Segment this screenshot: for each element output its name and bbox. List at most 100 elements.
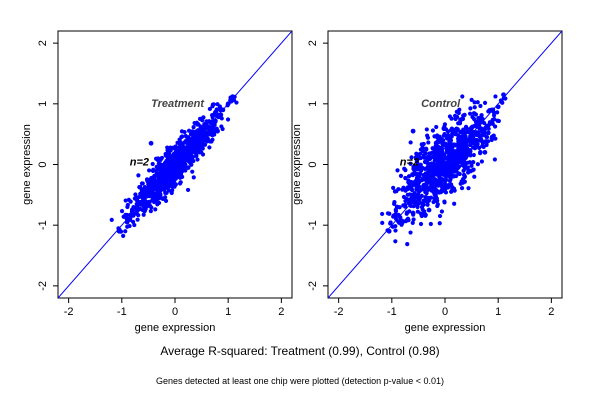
data-point [443, 178, 448, 183]
y-tick-label: -1 [37, 220, 49, 230]
data-point [200, 152, 206, 157]
data-point [420, 165, 425, 170]
data-point [430, 128, 436, 133]
y-tick-label: 0 [307, 161, 319, 167]
summary-caption: Average R-squared: Treatment (0.99), Con… [160, 344, 440, 358]
n-label: n=2 [130, 157, 149, 169]
data-point [225, 117, 231, 122]
data-point [204, 124, 210, 130]
data-point [493, 124, 498, 129]
data-point [471, 160, 476, 165]
data-point [436, 183, 441, 188]
data-point [424, 127, 429, 132]
data-point [472, 174, 477, 179]
data-point [482, 149, 488, 155]
data-point [428, 221, 433, 227]
data-point [451, 156, 456, 161]
data-point [439, 146, 445, 151]
data-point [422, 155, 427, 160]
data-point [168, 145, 173, 150]
y-tick-label: 2 [37, 40, 49, 46]
x-axis-label: gene expression [135, 322, 216, 334]
data-point [169, 180, 174, 185]
data-point [426, 140, 431, 145]
data-point [447, 134, 452, 139]
data-point [153, 207, 158, 212]
data-point [463, 149, 469, 155]
data-point [479, 159, 484, 164]
data-point [393, 208, 399, 214]
data-point [177, 181, 183, 186]
data-point [460, 116, 465, 121]
x-tick-label: -2 [64, 306, 74, 318]
y-tick-label: -2 [37, 281, 49, 291]
data-point [407, 192, 412, 197]
control-panel: -2 -1 0 1 2 -2 -1 0 1 2 gene expression gene expres… [291, 30, 563, 334]
x-tick-label: 1 [495, 306, 501, 318]
data-point [416, 154, 421, 159]
data-point [388, 221, 393, 226]
data-point [180, 169, 185, 174]
data-point [210, 102, 215, 107]
data-point [406, 180, 411, 185]
data-point [202, 142, 208, 147]
data-point [175, 140, 180, 145]
data-point [176, 150, 181, 155]
data-point [158, 175, 163, 180]
data-point [495, 118, 500, 123]
data-point [395, 168, 400, 173]
data-point [141, 204, 146, 209]
data-point [403, 168, 408, 173]
data-point [405, 186, 411, 192]
data-point [410, 210, 416, 216]
data-point [190, 169, 195, 174]
data-point [431, 165, 436, 170]
data-point [444, 145, 449, 151]
data-point [140, 181, 145, 186]
data-point [425, 135, 431, 140]
data-point [166, 188, 172, 193]
data-point [140, 191, 145, 196]
data-point [461, 157, 466, 162]
data-point [135, 217, 140, 222]
data-point [393, 228, 398, 233]
data-point [188, 132, 194, 137]
data-point [456, 138, 461, 144]
data-point [447, 143, 453, 149]
data-point [493, 136, 498, 141]
data-point [410, 173, 415, 178]
data-point [489, 134, 495, 139]
data-point [451, 173, 456, 178]
data-point [185, 152, 190, 157]
data-point [234, 100, 239, 105]
data-point [482, 100, 488, 105]
data-point [469, 125, 474, 131]
data-point [165, 148, 170, 153]
data-point [194, 145, 200, 150]
data-point [392, 200, 397, 205]
data-point [453, 159, 459, 164]
data-point [205, 139, 210, 144]
data-point [414, 201, 419, 206]
data-point [424, 191, 429, 196]
data-point [439, 209, 445, 214]
data-point [418, 211, 423, 216]
data-point [431, 168, 436, 174]
data-point [180, 160, 186, 166]
data-point [456, 121, 461, 126]
data-point [486, 130, 491, 135]
data-point [490, 117, 495, 122]
data-point [423, 194, 428, 200]
data-point [452, 169, 457, 174]
data-point [161, 183, 167, 188]
data-point [475, 100, 480, 105]
data-point [195, 157, 200, 162]
data-point [188, 140, 193, 145]
data-point [472, 146, 478, 151]
data-point [453, 116, 458, 122]
data-point [167, 154, 172, 159]
data-point [415, 204, 420, 210]
data-point [479, 126, 484, 131]
data-point [130, 219, 136, 224]
data-point [417, 200, 422, 205]
